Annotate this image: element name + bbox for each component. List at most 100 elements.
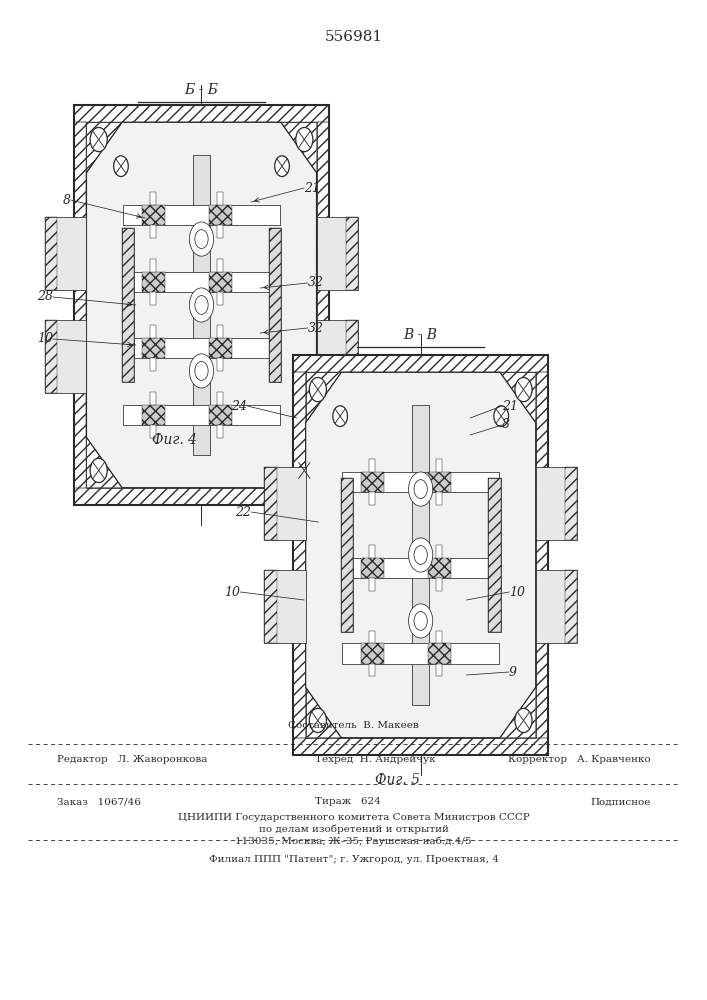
Circle shape	[515, 377, 532, 402]
Text: Техред  Н. Андрейчук: Техред Н. Андрейчук	[315, 756, 436, 764]
Bar	[209, 338, 232, 358]
Bar	[217, 192, 223, 205]
Text: Подписное: Подписное	[590, 798, 650, 806]
Bar	[428, 472, 451, 492]
Text: Фиг. 5: Фиг. 5	[375, 773, 420, 787]
Bar	[361, 472, 384, 492]
Bar	[317, 217, 358, 290]
Bar	[369, 459, 375, 472]
Text: В - В: В - В	[404, 328, 438, 342]
Bar	[436, 578, 442, 591]
Text: 10: 10	[509, 585, 525, 598]
Bar	[565, 570, 577, 643]
Bar	[264, 570, 276, 643]
Bar	[45, 217, 86, 290]
Bar	[150, 259, 156, 272]
Bar	[209, 272, 232, 292]
Bar	[45, 217, 57, 290]
Bar	[150, 425, 156, 438]
Bar	[269, 228, 281, 382]
Polygon shape	[305, 372, 536, 738]
Text: Филиал ППП "Патент"; г. Ужгород, ул. Проектная, 4: Филиал ППП "Патент"; г. Ужгород, ул. Про…	[209, 856, 498, 864]
Circle shape	[195, 296, 208, 314]
Bar	[74, 122, 86, 488]
Bar	[150, 225, 156, 238]
Text: ЦНИИПИ Государственного комитета Совета Министров СССР: ЦНИИПИ Государственного комитета Совета …	[177, 812, 530, 822]
Circle shape	[414, 480, 427, 498]
Bar	[317, 122, 329, 488]
Bar	[361, 558, 384, 578]
Text: 28: 28	[37, 290, 53, 304]
Bar	[264, 570, 305, 643]
Text: 10: 10	[224, 585, 240, 598]
Bar	[217, 425, 223, 438]
Circle shape	[414, 612, 427, 630]
Bar	[341, 478, 354, 632]
Bar	[342, 643, 499, 664]
Bar	[346, 320, 358, 393]
Bar	[217, 392, 223, 405]
Circle shape	[409, 538, 433, 572]
Bar	[45, 320, 86, 393]
Text: 8: 8	[63, 194, 71, 207]
Bar	[341, 478, 354, 632]
Bar	[305, 372, 536, 738]
Bar	[264, 467, 276, 540]
Bar	[217, 358, 223, 371]
Text: 21: 21	[304, 182, 320, 194]
Bar	[142, 205, 165, 225]
Circle shape	[409, 604, 433, 638]
Text: 32: 32	[308, 276, 324, 290]
Bar	[488, 478, 501, 632]
Bar	[565, 467, 577, 540]
Text: Составитель  В. Макеев: Составитель В. Макеев	[288, 722, 419, 730]
Bar	[412, 405, 429, 705]
Circle shape	[414, 546, 427, 564]
Bar	[342, 472, 499, 492]
Bar	[369, 664, 375, 676]
Bar	[436, 459, 442, 472]
Circle shape	[296, 127, 313, 152]
Circle shape	[296, 458, 313, 483]
Bar	[436, 492, 442, 505]
Bar	[369, 631, 375, 643]
Circle shape	[189, 354, 214, 388]
Circle shape	[515, 708, 532, 733]
Bar	[269, 228, 281, 382]
Circle shape	[195, 362, 208, 380]
Bar	[209, 405, 232, 425]
Bar	[428, 558, 451, 578]
Text: 8: 8	[502, 418, 510, 432]
Text: Тираж   624: Тираж 624	[315, 798, 380, 806]
Bar	[150, 392, 156, 405]
Bar	[293, 355, 548, 755]
Circle shape	[189, 222, 214, 256]
Bar	[369, 545, 375, 558]
Text: Б - Б: Б - Б	[185, 83, 218, 97]
Bar	[342, 558, 499, 578]
Text: 10: 10	[37, 332, 53, 346]
Bar	[123, 338, 280, 358]
Circle shape	[275, 156, 289, 177]
Bar	[86, 122, 317, 488]
Circle shape	[333, 406, 347, 427]
Text: Редактор   Л. Жаворонкова: Редактор Л. Жаворонкова	[57, 756, 207, 764]
Bar	[536, 570, 577, 643]
Text: 32: 32	[308, 322, 324, 334]
Bar	[45, 320, 57, 393]
Bar	[293, 738, 548, 755]
Bar	[436, 631, 442, 643]
Bar	[264, 467, 305, 540]
Bar	[536, 467, 577, 540]
Bar	[436, 664, 442, 676]
Circle shape	[189, 288, 214, 322]
Bar	[123, 405, 280, 425]
Bar	[293, 372, 305, 738]
Bar	[488, 478, 501, 632]
Bar	[123, 205, 280, 225]
Circle shape	[409, 472, 433, 506]
Bar	[317, 320, 358, 393]
Text: Фиг. 4: Фиг. 4	[152, 433, 197, 447]
Bar	[74, 105, 329, 122]
Circle shape	[494, 406, 508, 427]
